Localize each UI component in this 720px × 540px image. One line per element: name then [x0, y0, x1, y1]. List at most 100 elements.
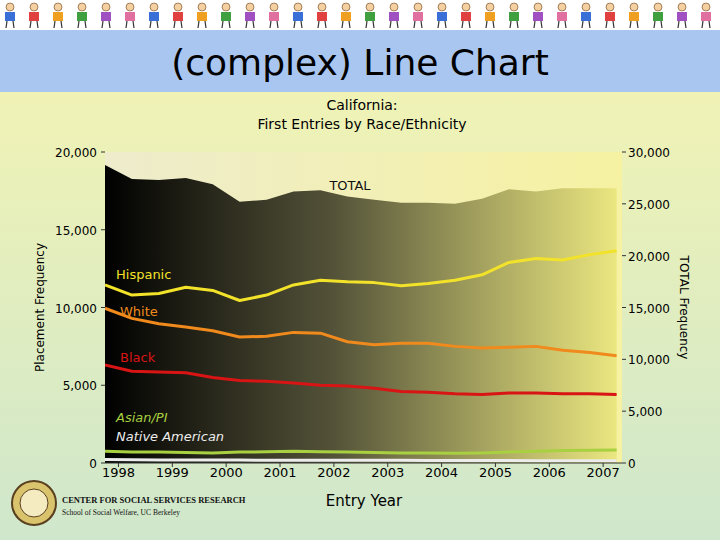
- y2-tick-label: 25,000: [628, 198, 670, 212]
- decoration-leg: [421, 21, 422, 28]
- x-tick-label: 1998: [102, 465, 135, 480]
- decoration-leg: [445, 21, 446, 28]
- y2-tick-label: 0: [628, 457, 636, 471]
- decoration-leg: [702, 21, 703, 28]
- decoration-leg: [102, 21, 103, 28]
- decoration-leg: [85, 21, 86, 28]
- area: [105, 165, 617, 463]
- decoration-head: [222, 3, 230, 11]
- plot-marks: [105, 165, 617, 463]
- series-label: Black: [120, 350, 156, 365]
- x-tick-label: 2004: [425, 465, 458, 480]
- decoration-body: [29, 12, 39, 21]
- decoration-head: [78, 3, 86, 11]
- decoration-head: [414, 3, 422, 11]
- decoration-head: [198, 3, 206, 11]
- decoration-leg: [54, 21, 55, 28]
- chart-title-line: California:: [326, 97, 397, 113]
- decoration-body: [77, 12, 87, 21]
- line: [105, 460, 617, 461]
- y2-tick-label: 30,000: [628, 146, 670, 160]
- decoration-leg: [277, 21, 278, 28]
- decoration-leg: [582, 21, 583, 28]
- decoration-body: [701, 12, 711, 21]
- decoration-leg: [493, 21, 494, 28]
- x-tick-label: 2003: [371, 465, 404, 480]
- decoration-leg: [366, 21, 367, 28]
- decoration-leg: [678, 21, 679, 28]
- decoration-leg: [510, 21, 511, 28]
- logo: [20, 489, 48, 517]
- heading: (complex) Line Chart: [171, 42, 549, 83]
- series-label: Hispanic: [116, 267, 171, 282]
- decoration-head: [54, 3, 62, 11]
- decoration-head: [102, 3, 110, 11]
- decoration-leg: [150, 21, 151, 28]
- decoration-leg: [126, 21, 127, 28]
- decoration-head: [174, 3, 182, 11]
- y2-tick: [622, 203, 626, 204]
- decoration-body: [221, 12, 231, 21]
- y-tick-label: 5,000: [63, 379, 97, 393]
- decoration-leg: [270, 21, 271, 28]
- decoration-head: [366, 3, 374, 11]
- decoration-body: [557, 12, 567, 21]
- y-tick-label: 0: [89, 457, 97, 471]
- x-tick-label: 2000: [210, 465, 243, 480]
- line: [105, 365, 617, 395]
- decoration-body: [461, 12, 471, 21]
- decoration-body: [269, 12, 279, 21]
- decoration-head: [390, 3, 398, 11]
- series-label: TOTAL: [328, 178, 371, 193]
- y2-tick: [622, 463, 626, 464]
- y2-tick: [622, 152, 626, 153]
- decoration-body: [341, 12, 351, 21]
- decoration-leg: [6, 21, 7, 28]
- decoration-head: [270, 3, 278, 11]
- decoration-leg: [469, 21, 470, 28]
- decoration-body: [509, 12, 519, 21]
- decoration-leg: [565, 21, 566, 28]
- decoration-head: [6, 3, 14, 11]
- decoration-strip: [0, 0, 720, 30]
- decoration-head: [126, 3, 134, 11]
- y-tick-label: 10,000: [55, 302, 97, 316]
- decoration-leg: [37, 21, 38, 28]
- decoration-body: [5, 12, 15, 21]
- decoration-body: [53, 12, 63, 21]
- decoration-head: [630, 3, 638, 11]
- y2-tick-label: 5,000: [628, 405, 662, 419]
- decoration-head: [534, 3, 542, 11]
- x-axis-label: Entry Year: [326, 492, 403, 510]
- decoration-leg: [222, 21, 223, 28]
- x-axis-line: [105, 463, 622, 464]
- decoration-body: [677, 12, 687, 21]
- decoration-leg: [253, 21, 254, 28]
- decoration-head: [678, 3, 686, 11]
- decoration-leg: [709, 21, 710, 28]
- decoration-leg: [349, 21, 350, 28]
- plot-background: [105, 152, 622, 463]
- decoration-leg: [637, 21, 638, 28]
- decoration-leg: [390, 21, 391, 28]
- decoration-body: [437, 12, 447, 21]
- background: [0, 0, 720, 540]
- logo: [12, 481, 56, 525]
- y-tick-label: 20,000: [55, 146, 97, 160]
- footer-text: School of Social Welfare, UC Berkeley: [62, 508, 180, 517]
- decoration-leg: [301, 21, 302, 28]
- decoration-body: [125, 12, 135, 21]
- decoration-body: [173, 12, 183, 21]
- footer-text: CENTER FOR SOCIAL SERVICES RESEARCH: [62, 495, 246, 505]
- series-label: White: [120, 304, 158, 319]
- decoration-leg: [630, 21, 631, 28]
- decoration-leg: [654, 21, 655, 28]
- decoration-head: [510, 3, 518, 11]
- y2-axis-label: TOTAL Frequency: [677, 255, 691, 360]
- decoration-leg: [414, 21, 415, 28]
- y-tick: [101, 307, 105, 308]
- y2-tick-label: 15,000: [628, 302, 670, 316]
- decoration-leg: [61, 21, 62, 28]
- decoration-body: [605, 12, 615, 21]
- series-label: Native American: [116, 429, 224, 444]
